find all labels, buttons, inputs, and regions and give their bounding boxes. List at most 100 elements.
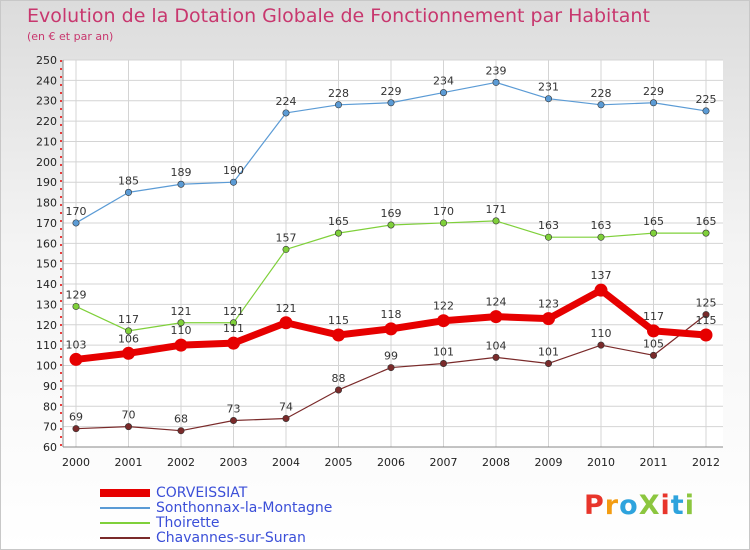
y-tick-label: 70 [43, 421, 57, 434]
data-point-corveissiat [279, 316, 293, 330]
data-label-thoirette: 163 [538, 219, 559, 232]
data-label-chavannes-sur-suran: 88 [332, 372, 346, 385]
y-tick-label: 240 [36, 74, 57, 87]
data-point-thoirette [334, 229, 342, 237]
legend-label: Thoirette [156, 514, 220, 531]
data-label-thoirette: 117 [118, 313, 139, 326]
data-point-corveissiat [69, 352, 83, 366]
y-tick-label: 180 [36, 197, 57, 210]
data-label-corveissiat: 117 [643, 310, 664, 323]
data-label-sonthonnax-la-montagne: 234 [433, 75, 454, 88]
y-tick-label: 230 [36, 95, 57, 108]
plot-area [63, 60, 723, 447]
data-point-corveissiat [332, 328, 345, 342]
logo-letter: r [604, 490, 620, 521]
y-tick-label: 150 [36, 258, 57, 271]
data-label-corveissiat: 137 [591, 269, 612, 282]
data-label-thoirette: 121 [171, 305, 192, 318]
data-point-corveissiat [122, 346, 135, 360]
data-point-chavannes-sur-suran [125, 423, 133, 431]
x-tick-label: 2003 [220, 456, 248, 469]
data-point-chavannes-sur-suran [177, 427, 185, 435]
data-point-corveissiat [699, 328, 713, 342]
data-point-sonthonnax-la-montagne [334, 101, 342, 109]
data-label-sonthonnax-la-montagne: 239 [486, 64, 507, 77]
x-tick-label: 2001 [115, 456, 143, 469]
data-label-sonthonnax-la-montagne: 185 [118, 174, 139, 187]
data-point-corveissiat [542, 312, 555, 326]
data-label-thoirette: 121 [223, 305, 244, 318]
legend-item-corveissiat: CORVEISSIAT [100, 485, 247, 500]
data-point-sonthonnax-la-montagne [72, 219, 80, 227]
data-point-chavannes-sur-suran [492, 353, 500, 361]
data-point-sonthonnax-la-montagne [230, 178, 238, 186]
logo-letter: t [670, 490, 685, 521]
data-label-chavannes-sur-suran: 104 [486, 339, 507, 352]
chart-subtitle: (en € et par an) [27, 30, 114, 43]
x-tick-label: 2002 [167, 456, 195, 469]
data-point-sonthonnax-la-montagne [649, 99, 657, 107]
data-label-sonthonnax-la-montagne: 228 [591, 87, 612, 100]
data-point-thoirette [387, 221, 395, 229]
data-point-corveissiat [174, 338, 188, 352]
data-label-corveissiat: 111 [223, 322, 244, 335]
y-tick-label: 120 [36, 319, 57, 332]
data-label-chavannes-sur-suran: 74 [279, 400, 293, 413]
data-label-sonthonnax-la-montagne: 224 [276, 95, 297, 108]
data-label-corveissiat: 121 [276, 302, 297, 315]
data-label-sonthonnax-la-montagne: 229 [381, 85, 402, 98]
data-label-chavannes-sur-suran: 70 [122, 409, 136, 422]
data-point-corveissiat [437, 314, 450, 328]
logo-letter: i [660, 490, 671, 521]
y-tick-label: 160 [36, 237, 57, 250]
y-tick-label: 60 [43, 441, 57, 454]
legend-item-sonthonnax: Sonthonnax-la-Montagne [100, 500, 332, 515]
data-label-sonthonnax-la-montagne: 190 [223, 164, 244, 177]
data-label-thoirette: 165 [643, 215, 664, 228]
data-point-corveissiat [227, 336, 240, 350]
data-point-chavannes-sur-suran [230, 417, 238, 425]
y-tick-label: 140 [36, 278, 57, 291]
data-point-corveissiat [384, 322, 398, 336]
data-point-corveissiat [647, 324, 660, 338]
x-tick-label: 2000 [62, 456, 90, 469]
data-label-sonthonnax-la-montagne: 189 [171, 166, 192, 179]
y-tick-label: 90 [43, 380, 57, 393]
data-label-corveissiat: 110 [171, 324, 192, 337]
data-label-corveissiat: 106 [118, 332, 139, 345]
data-label-chavannes-sur-suran: 68 [174, 413, 188, 426]
data-point-chavannes-sur-suran [72, 425, 80, 433]
data-label-corveissiat: 115 [328, 314, 349, 327]
data-point-sonthonnax-la-montagne [125, 188, 133, 196]
data-label-chavannes-sur-suran: 99 [384, 350, 398, 363]
data-point-chavannes-sur-suran [702, 311, 710, 319]
data-point-sonthonnax-la-montagne [492, 78, 500, 86]
legend-swatch-corveissiat [100, 488, 150, 497]
logo-letter: P [584, 490, 605, 521]
data-label-chavannes-sur-suran: 73 [227, 403, 241, 416]
x-tick-label: 2005 [325, 456, 353, 469]
data-point-sonthonnax-la-montagne [544, 95, 552, 103]
data-point-thoirette [649, 229, 657, 237]
data-point-sonthonnax-la-montagne [702, 107, 710, 115]
legend-item-thoirette: Thoirette [100, 515, 220, 530]
proxiti-logo: ProXiti [584, 490, 695, 521]
y-tick-label: 80 [43, 400, 57, 413]
logo-letter: i [684, 490, 695, 521]
data-label-sonthonnax-la-montagne: 225 [696, 93, 717, 106]
data-label-thoirette: 171 [486, 203, 507, 216]
logo-letter: o [619, 490, 639, 521]
legend-item-chavannes: Chavannes-sur-Suran [100, 530, 306, 545]
legend-swatch-sonthonnax [100, 506, 150, 509]
data-label-chavannes-sur-suran: 101 [433, 345, 454, 358]
chart-title: Evolution de la Dotation Globale de Fonc… [27, 5, 650, 27]
x-tick-label: 2012 [692, 456, 720, 469]
data-label-thoirette: 165 [696, 215, 717, 228]
data-label-thoirette: 157 [276, 231, 297, 244]
legend-label: Chavannes-sur-Suran [156, 529, 306, 546]
data-point-thoirette [492, 217, 500, 225]
data-label-chavannes-sur-suran: 105 [643, 337, 664, 350]
data-label-corveissiat: 115 [696, 314, 717, 327]
x-tick-label: 2010 [587, 456, 615, 469]
